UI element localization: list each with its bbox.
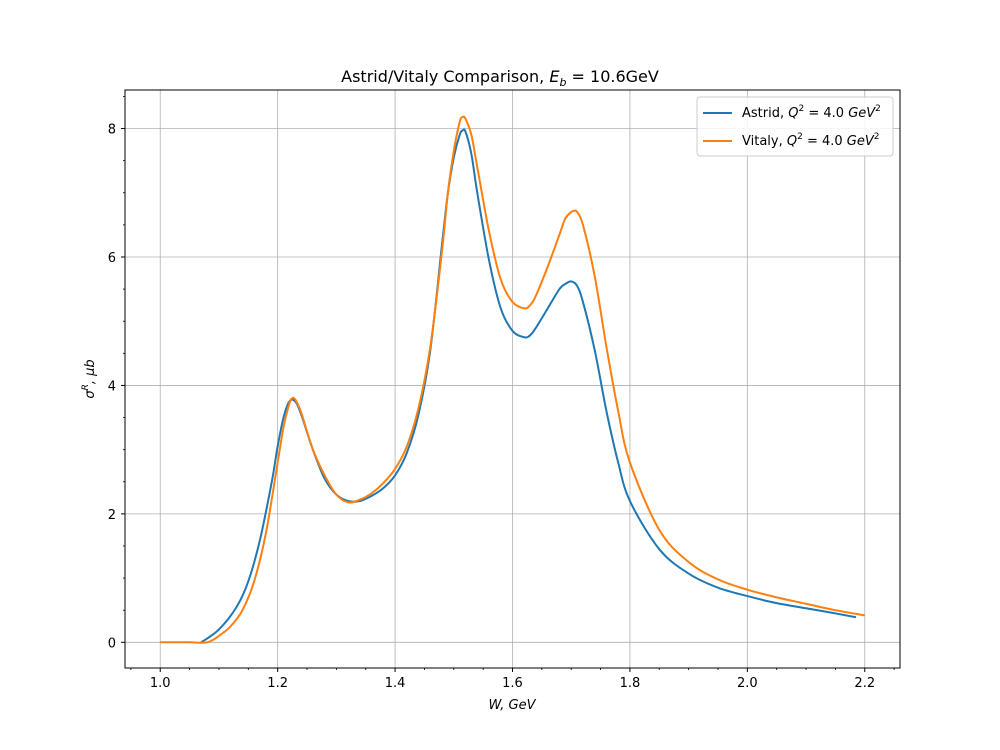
x-tick-label: 2.2 — [854, 676, 875, 691]
x-tick-label: 2.0 — [737, 676, 758, 691]
legend: Astrid, Q2 = 4.0 GeV2 Vitaly, Q2 = 4.0 G… — [696, 96, 894, 157]
x-tick-label: 1.4 — [385, 676, 406, 691]
chart-title: Astrid/Vitaly Comparison, Eb = 10.6GeV — [341, 67, 659, 89]
legend-box — [696, 96, 894, 157]
series-lines — [160, 115, 865, 644]
y-tick-label: 8 — [108, 123, 116, 138]
x-tick-label: 1.0 — [150, 676, 171, 691]
y-tick-label: 2 — [108, 508, 116, 523]
x-ticks: 1.0 1.2 1.4 1.6 1.8 2.0 2.2 — [130, 668, 895, 691]
grid — [125, 90, 900, 668]
x-tick-label: 1.8 — [620, 676, 641, 691]
legend-label-astrid: Astrid, Q2 = 4.0 GeV2 — [742, 104, 881, 121]
legend-label-vitaly: Vitaly, Q2 = 4.0 GeV2 — [742, 132, 880, 149]
x-tick-label: 1.2 — [267, 676, 288, 691]
y-tick-label: 0 — [108, 636, 116, 651]
y-tick-label: 4 — [108, 379, 116, 394]
series-line-astrid — [200, 128, 857, 644]
y-axis-label: σR, μb — [81, 359, 98, 398]
y-ticks: 0 2 4 6 8 — [108, 96, 125, 651]
x-axis-label: W, GeV — [488, 698, 536, 713]
plot-area: 1.0 1.2 1.4 1.6 1.8 2.0 2.2 0 2 4 6 8 — [108, 89, 901, 691]
series-line-vitaly — [160, 115, 865, 644]
y-tick-label: 6 — [108, 251, 116, 266]
x-tick-label: 1.6 — [502, 676, 523, 691]
